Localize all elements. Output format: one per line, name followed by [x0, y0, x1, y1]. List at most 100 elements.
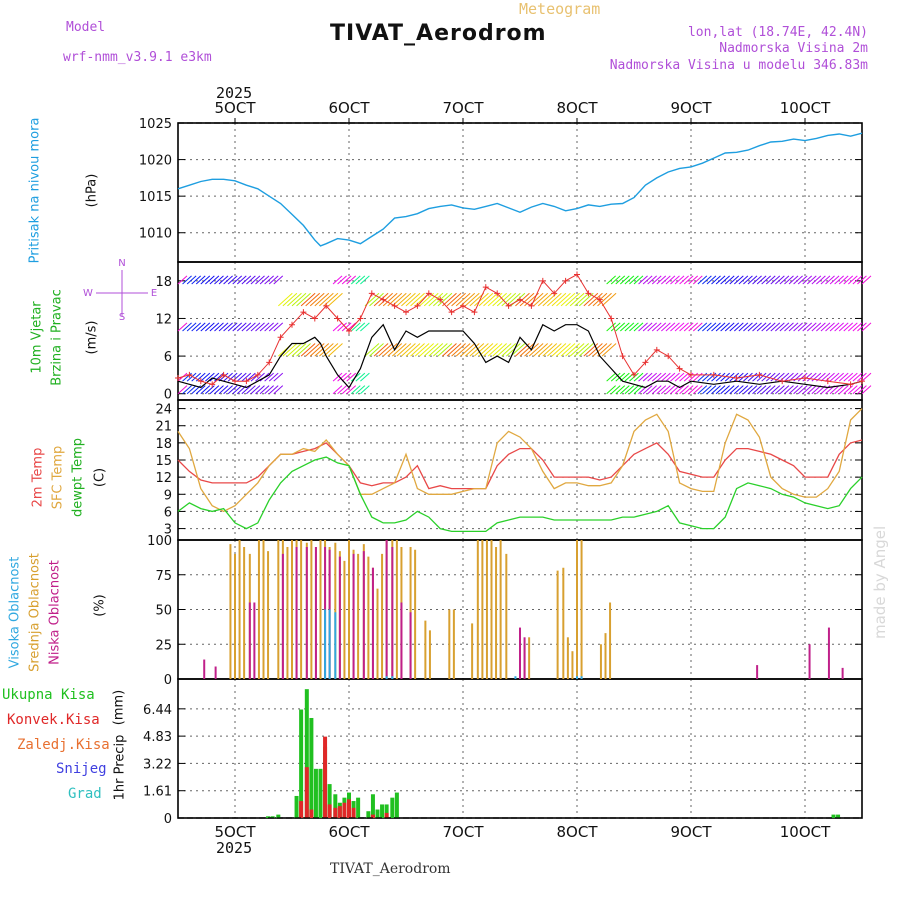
wind-gust-marker — [243, 378, 250, 385]
wind-gust-marker — [528, 302, 535, 309]
wind-barb — [227, 322, 238, 332]
ytick-label: 0 — [164, 388, 172, 403]
wind-gust-marker — [311, 315, 318, 322]
panel-frame — [177, 122, 863, 263]
wind-barb — [642, 322, 653, 332]
wind-barb — [565, 343, 580, 357]
wind-barb — [401, 292, 416, 307]
wind-barb — [679, 275, 689, 285]
subtitle: Meteogram — [519, 0, 601, 18]
wind-barb — [337, 275, 347, 285]
wind-barb — [287, 343, 302, 357]
wind-barb — [533, 343, 549, 357]
wind-barb — [756, 322, 767, 332]
precip-bar — [337, 806, 342, 818]
wind-gust-marker — [642, 359, 649, 366]
wind-barb — [793, 322, 803, 332]
wind-gust-marker — [448, 309, 455, 316]
wind-barb — [683, 372, 694, 382]
wind-gust-marker — [551, 290, 558, 297]
wind-barb — [246, 385, 256, 395]
wind-barb — [756, 275, 767, 285]
wind-barb — [661, 372, 671, 382]
wind-barb — [615, 385, 626, 395]
wind-barb — [770, 372, 781, 382]
wind-barb — [328, 343, 343, 357]
wind-barb — [474, 292, 489, 307]
wind-barb — [360, 372, 370, 382]
wind-barb — [820, 275, 831, 285]
bottom-date-label: 8OCT — [557, 823, 599, 841]
wind-barb — [492, 292, 507, 307]
wind-barb — [496, 292, 512, 307]
wind-barb — [195, 275, 206, 285]
precip-bar — [384, 804, 389, 818]
wind-barb — [857, 322, 867, 332]
wind-barb — [268, 322, 279, 332]
wind-barb — [597, 292, 612, 307]
wind-barb — [382, 292, 398, 307]
wind-barb — [697, 372, 708, 382]
wind-barb — [223, 385, 233, 395]
wind-barb — [182, 372, 192, 382]
wind-barb — [724, 275, 735, 285]
wind-barb — [697, 322, 708, 332]
wind-barb — [806, 322, 817, 332]
wind-barb — [811, 372, 822, 382]
wind-barb — [588, 343, 603, 357]
wind-barb — [410, 343, 425, 357]
precip-bar — [318, 768, 323, 818]
precip-bar — [836, 814, 841, 818]
wind-gust-marker — [300, 309, 307, 316]
wind-gust-marker — [779, 378, 786, 385]
wind-barb — [287, 292, 302, 307]
wind-barb — [360, 322, 370, 332]
compass-e: E — [151, 288, 157, 299]
wind-barb — [232, 322, 243, 332]
top-year-label: 2025 — [216, 84, 253, 102]
wind-barb — [806, 275, 817, 285]
wind-barb — [565, 292, 580, 307]
wind-barb — [797, 372, 808, 382]
wind-barb — [674, 322, 685, 332]
wind-barb — [592, 343, 608, 357]
precip-bar — [294, 795, 299, 818]
wind-barb — [209, 275, 220, 285]
wind-barb — [656, 372, 667, 382]
wind-barb — [729, 385, 740, 395]
bottom-date-label: 5OCT — [215, 823, 257, 841]
wind-barb — [405, 343, 421, 357]
ytick-label: 1.61 — [143, 785, 172, 800]
wind-barb — [428, 343, 444, 357]
wind-barb — [606, 275, 616, 285]
wind-barb — [619, 385, 630, 395]
wind-barb — [802, 322, 813, 332]
wind-barb — [743, 372, 753, 382]
wind-barb — [788, 275, 799, 285]
wind-barb — [852, 385, 863, 395]
wind-barb — [191, 372, 202, 382]
wind-barb — [720, 372, 730, 382]
temp-line — [177, 456, 863, 533]
wind-barb — [729, 372, 740, 382]
ytick-label: 24 — [155, 403, 172, 418]
wind-gust-marker — [254, 371, 261, 378]
wind-barb — [715, 385, 726, 395]
wind-barb — [697, 385, 708, 395]
wind-barb — [209, 322, 220, 332]
wind-barb — [647, 322, 658, 332]
compass-s: S — [119, 312, 125, 323]
wind-barb — [259, 275, 270, 285]
wind-barb — [770, 385, 781, 395]
bottom-date-label: 9OCT — [671, 823, 713, 841]
wind-barb — [661, 275, 671, 285]
wind-barb — [319, 343, 334, 357]
wind-barb — [624, 322, 635, 332]
ytick-label: 50 — [155, 604, 172, 619]
wind-barb — [236, 322, 247, 332]
wind-gust-marker — [220, 371, 227, 378]
precip-bar — [831, 814, 836, 818]
wind-barb — [460, 343, 476, 357]
ytick-label: 6 — [164, 505, 172, 520]
wind-barb — [451, 292, 466, 307]
